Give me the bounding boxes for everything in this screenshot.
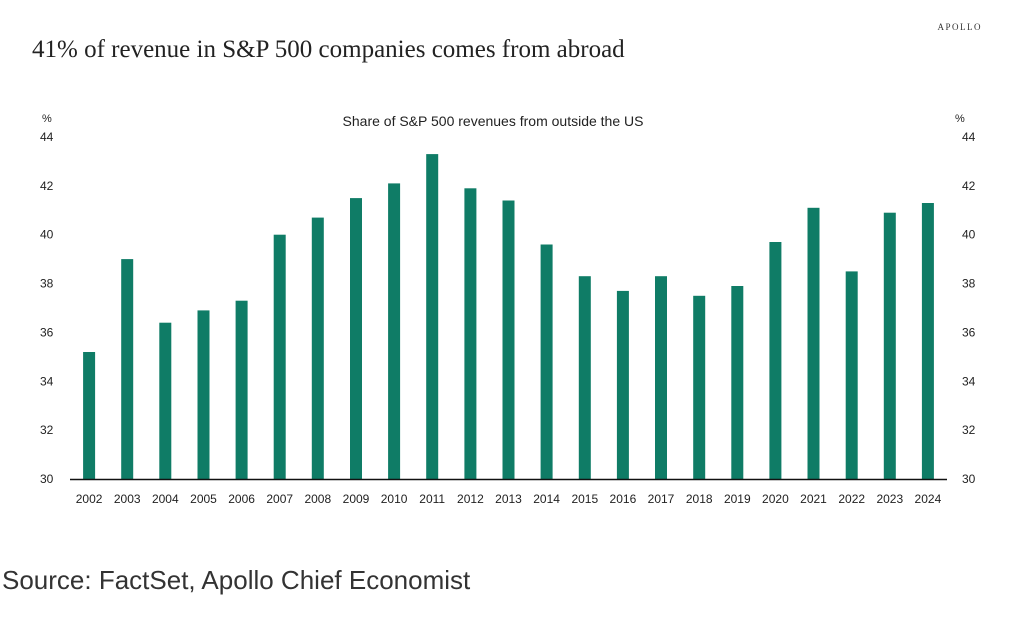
y-tick-label-left: 32	[40, 423, 54, 437]
y-axis-left: 30 32 34 36 38 40 42 44	[40, 130, 54, 486]
bars	[83, 154, 934, 480]
x-tick-label: 2011	[419, 492, 445, 506]
x-tick-label: 2004	[152, 492, 179, 506]
bar-2019	[731, 286, 744, 479]
bar-2015	[578, 276, 591, 479]
x-tick-label: 2024	[915, 492, 942, 506]
x-tick-label: 2013	[495, 492, 522, 506]
y-tick-label-left: 42	[40, 179, 54, 193]
x-tick-label: 2022	[838, 492, 865, 506]
bar-2021	[807, 207, 820, 480]
bar-2008	[311, 217, 324, 479]
bar-2022	[845, 271, 858, 479]
x-tick-label: 2020	[762, 492, 789, 506]
x-tick-label: 2003	[114, 492, 141, 506]
bar-2010	[388, 183, 401, 479]
y-tick-label-right: 36	[962, 325, 976, 339]
source-note: Source: FactSet, Apollo Chief Economist	[2, 565, 471, 595]
x-tick-label: 2009	[343, 492, 370, 506]
bar-2023	[883, 212, 896, 479]
y-tick-label-left: 40	[40, 228, 54, 242]
bar-2017	[655, 276, 667, 479]
x-tick-label: 2015	[571, 492, 598, 506]
y-axis-right: 30 32 34 36 38 40 42 44	[962, 130, 976, 486]
chart-title: Share of S&P 500 revenues from outside t…	[343, 113, 644, 129]
brand-logo: APOLLO	[937, 22, 982, 32]
bar-2020	[769, 242, 782, 479]
y-tick-label-left: 34	[40, 374, 54, 388]
bar-2012	[464, 188, 477, 480]
y-tick-label-right: 40	[962, 228, 976, 242]
x-tick-label: 2017	[648, 492, 675, 506]
bar-2004	[159, 322, 172, 479]
bar-chart: Share of S&P 500 revenues from outside t…	[40, 113, 976, 506]
bar-2005	[197, 310, 210, 479]
bar-2006	[235, 300, 248, 479]
bar-2013	[502, 200, 515, 479]
y-tick-label-left: 36	[40, 325, 54, 339]
x-tick-label: 2019	[724, 492, 751, 506]
x-tick-label: 2016	[610, 492, 637, 506]
y-tick-label-right: 34	[962, 374, 976, 388]
x-tick-label: 2007	[266, 492, 293, 506]
bar-2018	[693, 295, 706, 479]
y-tick-label-right: 32	[962, 423, 976, 437]
y-tick-label-left: 30	[40, 472, 54, 486]
y-tick-label-left: 44	[40, 130, 54, 144]
bar-2014	[540, 244, 553, 479]
y-tick-label-right: 30	[962, 472, 976, 486]
x-tick-label: 2005	[190, 492, 217, 506]
bar-2003	[121, 259, 134, 479]
bar-2011	[426, 154, 439, 479]
y-tick-label-right: 44	[962, 130, 976, 144]
y-axis-left-unit: %	[42, 113, 52, 125]
x-tick-label: 2014	[533, 492, 560, 506]
x-tick-label: 2018	[686, 492, 713, 506]
x-tick-label: 2023	[876, 492, 903, 506]
y-tick-label-right: 38	[962, 277, 976, 291]
x-axis-labels: 2002 2003 2004 2005 2006 2007 2008 2009 2010 2011…	[76, 492, 942, 506]
bar-2009	[350, 198, 362, 479]
x-tick-label: 2006	[228, 492, 255, 506]
x-tick-label: 2012	[457, 492, 484, 506]
x-tick-label: 2021	[800, 492, 827, 506]
bar-2002	[83, 352, 96, 479]
bar-2016	[616, 290, 629, 479]
y-axis-right-unit: %	[955, 113, 965, 125]
x-tick-label: 2010	[381, 492, 408, 506]
y-tick-label-left: 38	[40, 277, 54, 291]
y-tick-label-right: 42	[962, 179, 976, 193]
headline: 41% of revenue in S&P 500 companies come…	[32, 36, 625, 63]
x-tick-label: 2002	[76, 492, 103, 506]
x-tick-label: 2008	[304, 492, 331, 506]
bar-2007	[273, 234, 286, 479]
bar-2024	[921, 203, 934, 479]
